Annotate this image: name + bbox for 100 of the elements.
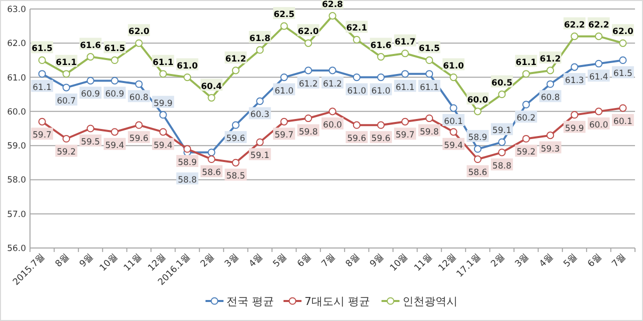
point xyxy=(619,39,627,47)
data-label: 60.1 xyxy=(613,117,632,128)
data-label: 61.1 xyxy=(396,82,415,93)
point xyxy=(426,70,434,78)
data-label: 59.3 xyxy=(540,144,560,154)
data-label: 61.5 xyxy=(104,44,126,54)
data-label: 61.2 xyxy=(540,54,561,64)
point xyxy=(474,108,482,116)
data-label: 58.6 xyxy=(202,168,221,178)
point xyxy=(328,66,336,74)
data-label: 61.0 xyxy=(371,86,390,96)
point xyxy=(474,145,482,153)
data-label: 59.1 xyxy=(250,151,270,162)
point xyxy=(159,111,167,119)
point xyxy=(256,97,264,105)
data-label: 58.9 xyxy=(178,158,197,168)
data-label: 60.4 xyxy=(201,82,222,92)
y-tick-label: 57.0 xyxy=(7,210,26,220)
data-label: 61.8 xyxy=(249,34,270,44)
point xyxy=(110,128,118,136)
x-tick-label: 2월 xyxy=(490,252,508,270)
x-tick-label: 6월 xyxy=(586,252,604,270)
data-label: 61.4 xyxy=(589,72,608,83)
point xyxy=(62,70,70,78)
data-label: 62.0 xyxy=(612,27,634,38)
point xyxy=(304,114,312,122)
point xyxy=(426,56,434,64)
data-label: 61.2 xyxy=(298,79,318,90)
data-label: 59.8 xyxy=(298,127,318,138)
data-label: 59.7 xyxy=(396,130,415,141)
point xyxy=(594,108,602,116)
point xyxy=(184,145,192,153)
point xyxy=(135,39,143,47)
point xyxy=(159,70,167,78)
data-label: 62.5 xyxy=(274,10,295,20)
x-tick-label: 2월 xyxy=(199,252,217,270)
legend-label: 7대도시 평균 xyxy=(304,295,370,308)
x-tick-label: 8월 xyxy=(54,252,72,270)
data-label: 59.7 xyxy=(274,130,294,141)
point xyxy=(570,63,578,71)
point xyxy=(62,84,70,92)
point xyxy=(498,138,506,146)
point xyxy=(232,158,240,166)
data-label: 61.5 xyxy=(32,44,53,54)
data-label: 61.1 xyxy=(152,58,174,68)
data-label: 59.6 xyxy=(347,134,366,144)
x-tick-label: 9월 xyxy=(368,252,386,270)
point xyxy=(426,114,434,122)
point xyxy=(135,80,143,88)
point xyxy=(352,36,360,44)
point xyxy=(38,56,46,64)
data-label: 62.8 xyxy=(322,0,344,10)
point xyxy=(401,118,409,126)
data-label: 62.0 xyxy=(128,27,150,38)
data-label: 60.2 xyxy=(516,114,536,124)
data-label: 59.4 xyxy=(154,140,173,151)
point xyxy=(474,155,482,164)
data-label: 59.4 xyxy=(105,140,124,151)
point xyxy=(208,155,216,164)
point xyxy=(594,60,602,68)
point xyxy=(328,12,336,20)
point xyxy=(304,66,312,74)
x-tick-label: 5월 xyxy=(562,252,580,270)
point xyxy=(522,100,530,108)
point xyxy=(450,73,458,82)
x-tick-label: 7월 xyxy=(320,252,338,270)
point xyxy=(594,32,602,40)
point xyxy=(522,70,530,78)
x-tick-label: 4월 xyxy=(538,252,556,270)
point xyxy=(280,73,288,82)
data-label: 59.5 xyxy=(81,138,100,148)
point xyxy=(498,148,506,156)
point xyxy=(546,132,554,140)
data-label: 61.0 xyxy=(443,61,464,72)
data-label: 59.6 xyxy=(371,134,390,144)
point xyxy=(184,73,192,82)
point xyxy=(352,73,360,82)
point xyxy=(208,148,216,156)
point xyxy=(86,124,94,132)
y-tick-label: 62.0 xyxy=(7,39,26,50)
data-label: 61.0 xyxy=(176,61,198,72)
point xyxy=(570,111,578,119)
point xyxy=(86,53,94,61)
data-label: 62.0 xyxy=(298,27,319,38)
point xyxy=(377,121,385,129)
point xyxy=(352,121,360,129)
point xyxy=(570,32,578,40)
point xyxy=(619,104,627,112)
data-label: 61.0 xyxy=(274,86,294,96)
data-label: 60.1 xyxy=(444,117,463,128)
data-label: 61.2 xyxy=(323,79,342,90)
x-tick-label: 6월 xyxy=(296,252,314,270)
x-tick-label: 9월 xyxy=(78,252,96,270)
data-label: 58.5 xyxy=(226,172,246,182)
point xyxy=(256,138,264,146)
point xyxy=(280,118,288,126)
data-label: 61.5 xyxy=(418,44,440,54)
data-label: 59.8 xyxy=(420,127,439,138)
point xyxy=(450,128,458,136)
point xyxy=(232,121,240,129)
